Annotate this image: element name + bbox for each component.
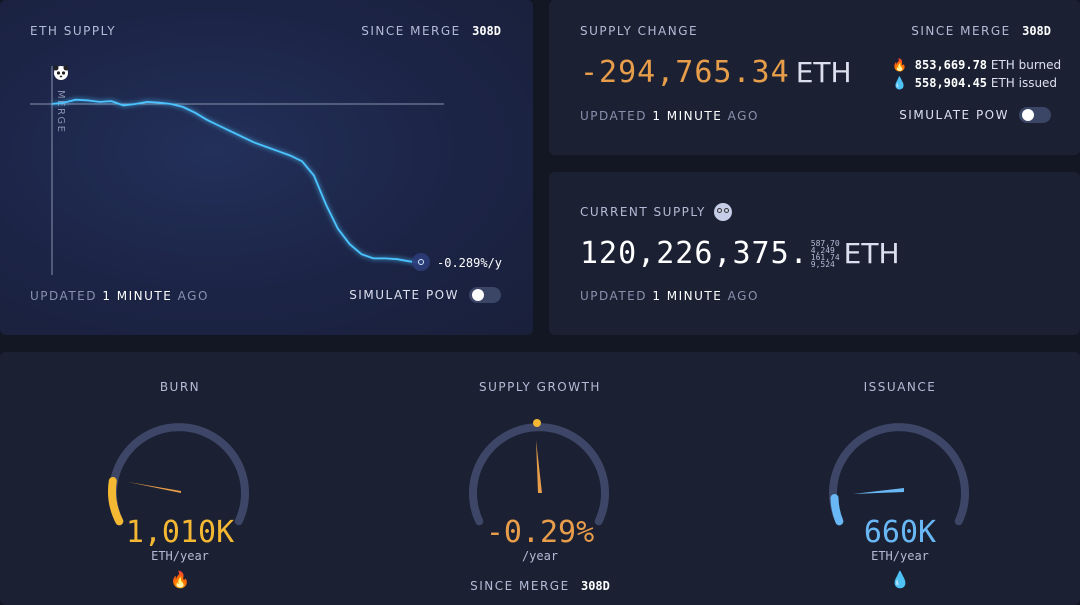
issuance-gauge-unit: ETH/year bbox=[871, 549, 929, 563]
updated-prefix: UPDATED bbox=[580, 289, 647, 303]
burn-gauge-value: 1,010K bbox=[125, 515, 235, 550]
nerd-face-icon bbox=[713, 203, 732, 221]
issued-value: 558,904.45 bbox=[914, 76, 988, 90]
current-supply-unit: ETH bbox=[843, 237, 900, 270]
supply-change-unit: ETH bbox=[795, 56, 852, 89]
burn-gauge-track bbox=[109, 423, 249, 526]
eth-supply-updated: UPDATED 1 MINUTE AGO bbox=[30, 289, 209, 303]
since-merge-label: SINCE MERGE bbox=[361, 24, 461, 38]
current-supply-header: CURRENT SUPPLY bbox=[580, 203, 732, 221]
burn-gauge: BURN 1,010K ETH/year 🔥 bbox=[0, 352, 360, 605]
supply-growth-since: SINCE MERGE 308d bbox=[360, 579, 720, 593]
issuance-gauge-track bbox=[829, 423, 969, 526]
updated-suffix: AGO bbox=[177, 289, 209, 303]
simulate-pow-toggle[interactable] bbox=[1019, 107, 1051, 123]
since-merge-label: SINCE MERGE bbox=[470, 579, 570, 593]
toggle-knob bbox=[1022, 109, 1034, 121]
simulate-pow-label: SIMULATE PoW bbox=[899, 108, 1009, 122]
current-supply-integer: 120,226,375. bbox=[580, 236, 809, 271]
burn-issue-breakdown: 🔥 853,669.78 ETH burned 💧 558,904.45 ETH… bbox=[892, 56, 1061, 92]
since-merge-value: 308d bbox=[1022, 24, 1051, 38]
since-merge-value: 308d bbox=[472, 24, 501, 38]
updated-prefix: UPDATED bbox=[580, 109, 647, 123]
updated-prefix: UPDATED bbox=[30, 289, 97, 303]
issued-row: 💧 558,904.45 ETH issued bbox=[892, 74, 1061, 92]
droplet-icon: 💧 bbox=[890, 570, 910, 589]
current-supply-decimals: 587,70 4,249 161,74 9,524 bbox=[810, 238, 840, 269]
burned-value: 853,669.78 bbox=[914, 58, 988, 72]
issuance-gauge-value: 660K bbox=[863, 515, 937, 550]
supply-growth-gauge-value: -0.29% bbox=[485, 515, 595, 550]
simulate-pow-toggle[interactable] bbox=[469, 287, 501, 303]
burned-row: 🔥 853,669.78 ETH burned bbox=[892, 56, 1061, 74]
updated-suffix: AGO bbox=[727, 109, 759, 123]
supply-growth-gauge-dial bbox=[469, 419, 609, 526]
rate-label: -0.289%/y bbox=[437, 256, 502, 270]
supply-change-amount: -294,765.34 ETH bbox=[580, 55, 852, 90]
current-supply-panel: CURRENT SUPPLY 120,226,375. 587,70 4,249 1… bbox=[549, 172, 1080, 335]
issuance-gauge-dial bbox=[829, 423, 969, 526]
burn-gauge-unit: ETH/year bbox=[151, 549, 209, 563]
current-supply-amount: 120,226,375. 587,70 4,249 161,74 9,524 ETH bbox=[580, 236, 900, 271]
supply-growth-gauge-needle bbox=[536, 440, 542, 493]
updated-value: 1 MINUTE bbox=[652, 289, 723, 303]
decimal-digit-row: 4,249 bbox=[810, 245, 835, 255]
decimal-digit-row: 587,70 bbox=[810, 238, 840, 248]
supply-growth-gauge-title: SUPPLY GROWTH bbox=[479, 380, 601, 394]
supply-growth-gauge-unit: /year bbox=[521, 549, 559, 563]
merge-label: MERGE bbox=[55, 90, 66, 133]
supply-change-panel: SUPPLY CHANGE SINCE MERGE 308d -294,765.… bbox=[549, 0, 1080, 155]
burn-gauge-fill bbox=[108, 477, 124, 526]
issuance-gauge-title: ISSUANCE bbox=[863, 380, 937, 394]
droplet-icon: 💧 bbox=[892, 76, 907, 90]
supply-growth-gauge-track bbox=[469, 423, 609, 526]
issuance-gauge: ISSUANCE 660K ETH/year 💧 bbox=[720, 352, 1080, 605]
since-merge-value: 308d bbox=[580, 579, 610, 593]
supply-series-line bbox=[51, 98, 422, 264]
issuance-gauge-fill bbox=[830, 494, 844, 526]
burn-gauge-title: BURN bbox=[159, 380, 201, 394]
eth-supply-since: SINCE MERGE 308d bbox=[361, 24, 501, 38]
simulate-pow-control: SIMULATE PoW bbox=[899, 107, 1051, 123]
eth-supply-chart: MERGE -0.289%/y bbox=[30, 65, 502, 275]
updated-value: 1 MINUTE bbox=[102, 289, 173, 303]
updated-value: 1 MINUTE bbox=[652, 109, 723, 123]
supply-change-since: SINCE MERGE 308d bbox=[911, 24, 1051, 38]
supply-change-title: SUPPLY CHANGE bbox=[580, 24, 699, 38]
issuance-gauge-needle bbox=[853, 488, 904, 494]
decimal-digit-row: 9,524 bbox=[810, 259, 835, 269]
simulate-pow-control: SIMULATE PoW bbox=[349, 287, 501, 303]
gauges-panel: BURN 1,010K ETH/year 🔥 SUPPLY GROWTH -0.… bbox=[0, 352, 1080, 605]
fire-icon: 🔥 bbox=[892, 58, 907, 72]
issued-label: ETH issued bbox=[990, 76, 1058, 90]
simulate-pow-label: SIMULATE PoW bbox=[349, 288, 459, 302]
supply-growth-gauge-marker bbox=[533, 419, 541, 427]
burn-gauge-needle bbox=[128, 482, 181, 493]
updated-suffix: AGO bbox=[727, 289, 759, 303]
supply-change-updated: UPDATED 1 MINUTE AGO bbox=[580, 109, 759, 123]
toggle-knob bbox=[472, 289, 484, 301]
eth-supply-panel: ETH SUPPLY SINCE MERGE 308d MERGE -0.289… bbox=[0, 0, 533, 335]
burn-gauge-dial bbox=[108, 423, 249, 526]
supply-growth-gauge: SUPPLY GROWTH -0.29% /year SINCE MERGE 3… bbox=[360, 352, 720, 605]
current-supply-title: CURRENT SUPPLY bbox=[580, 205, 706, 219]
decimal-digit-row: 161,74 bbox=[810, 252, 840, 262]
eth-supply-title: ETH SUPPLY bbox=[30, 24, 117, 38]
current-point-halo bbox=[412, 253, 430, 271]
panda-icon bbox=[53, 65, 69, 80]
supply-change-value: -294,765.34 bbox=[580, 55, 790, 90]
fire-icon: 🔥 bbox=[170, 570, 190, 589]
current-point bbox=[418, 259, 424, 265]
since-merge-label: SINCE MERGE bbox=[911, 24, 1011, 38]
burned-label: ETH burned bbox=[990, 58, 1062, 72]
current-supply-updated: UPDATED 1 MINUTE AGO bbox=[580, 289, 759, 303]
